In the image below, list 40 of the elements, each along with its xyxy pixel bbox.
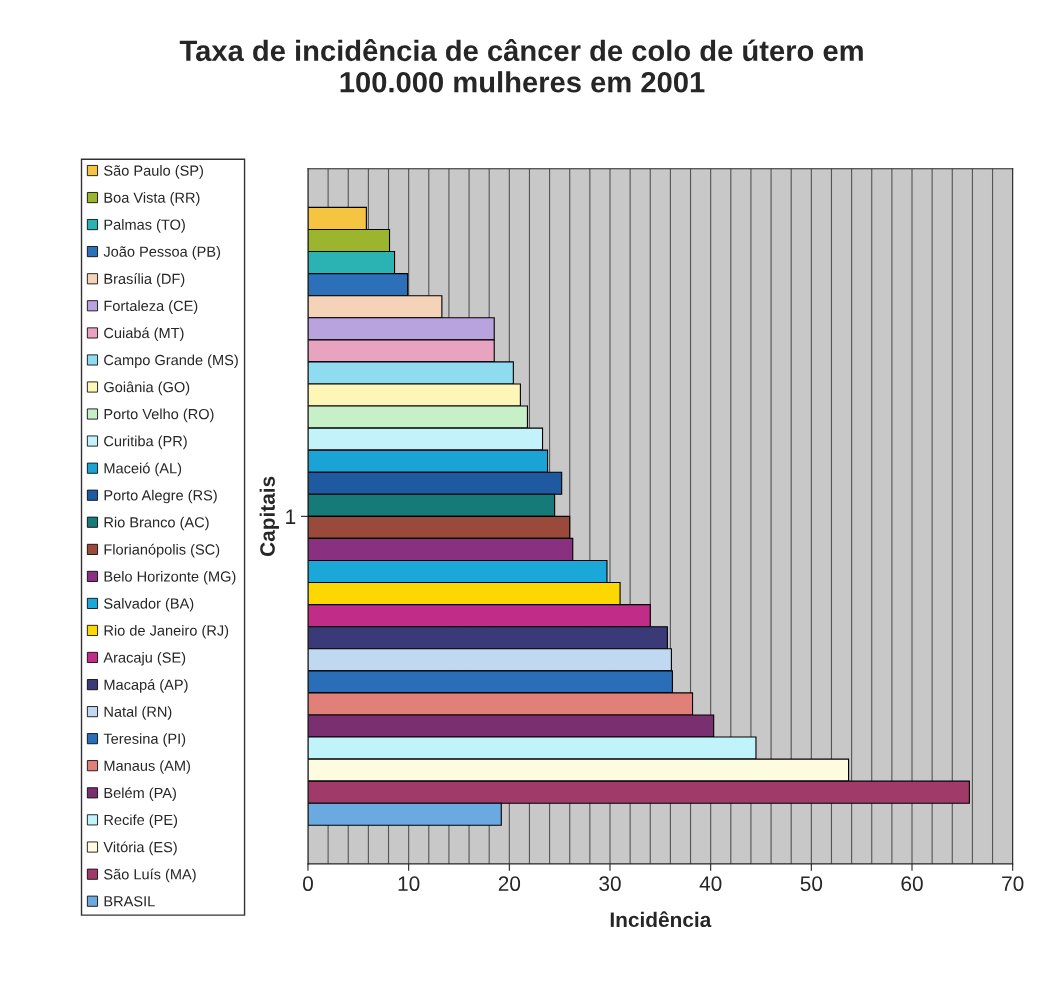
legend-label: Porto Velho (RO): [104, 408, 214, 423]
legend-label: Vitória (ES): [103, 841, 177, 856]
legend-label: Natal (RN): [104, 706, 172, 720]
x-tick-label: 0: [303, 876, 313, 892]
legend-label: Belém (PA): [104, 787, 176, 801]
legend-label: Brasília (DF): [104, 273, 185, 287]
legend-label: Florianópolis (SC): [104, 543, 220, 558]
legend-label: Palmas (TO): [104, 219, 185, 233]
legend-label: Goiânia (GO): [104, 381, 190, 396]
x-tick-label: 10: [398, 876, 420, 892]
legend-label: Belo Horizonte (MG): [104, 570, 236, 585]
legend-label: João Pessoa (PB): [103, 246, 221, 260]
legend-label: Aracaju (SE): [103, 651, 186, 666]
chart-title: Taxa de incidência de câncer de colo de útero em 100.000 mulheres em 2001: [179, 39, 863, 93]
x-axis-title: Incidência: [610, 911, 712, 928]
legend-label: Cuiabá (MT): [104, 327, 184, 342]
x-tick-label: 20: [498, 876, 521, 892]
y-tick-label: 1: [286, 509, 296, 524]
x-tick-label: 70: [1002, 876, 1024, 892]
legend-label: São Luís (MA): [104, 868, 196, 883]
legend-label: Maceió (AL): [104, 462, 182, 477]
legend-label: Boa Vista (RR): [104, 192, 200, 206]
y-axis-title: Capitais: [259, 476, 280, 557]
x-tick-label: 40: [699, 876, 722, 892]
legend-label: Fortaleza (CE): [104, 300, 198, 314]
x-tick-label: 30: [599, 876, 621, 892]
legend-label: Recife (PE): [104, 814, 178, 828]
legend-label: BRASIL: [104, 896, 155, 907]
legend-label: São Paulo (SP): [104, 165, 203, 179]
legend-label: Curitiba (PR): [104, 435, 187, 450]
x-tick-label: 60: [901, 876, 923, 892]
legend-label: Salvador (BA): [104, 597, 194, 612]
legend-label: Porto Alegre (RS): [104, 489, 217, 504]
x-tick-label: 50: [800, 876, 823, 892]
legend-label: Manaus (AM): [104, 760, 190, 774]
legend-label: Teresina (PI): [103, 733, 186, 747]
legend-label: Rio Branco (AC): [104, 516, 209, 531]
legend-label: Macapá (AP): [104, 679, 188, 693]
legend-label: Rio de Janeiro (RJ): [104, 624, 229, 639]
legend-label: Campo Grande (MS): [104, 354, 238, 369]
